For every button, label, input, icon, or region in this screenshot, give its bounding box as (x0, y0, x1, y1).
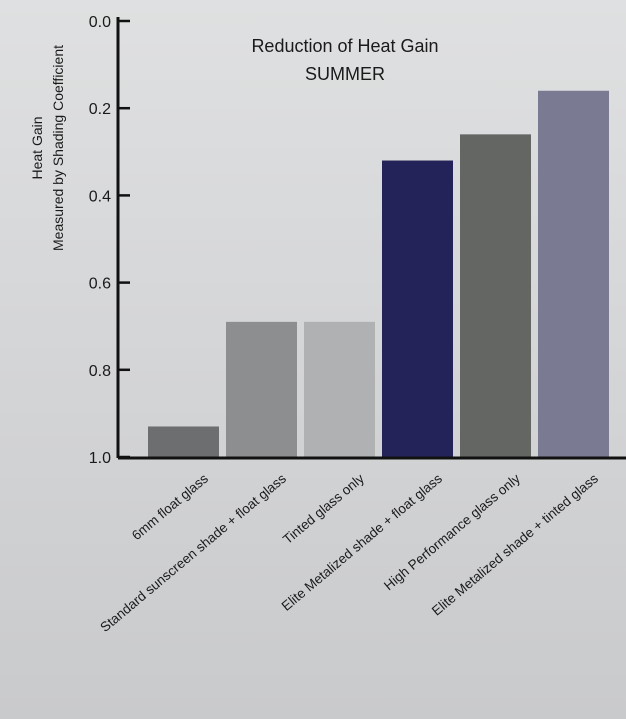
bar (226, 321, 297, 457)
y-tick-label: 0.0 (89, 14, 111, 31)
y-tick-label: 0.4 (89, 188, 111, 205)
chart-subtitle: SUMMER (305, 64, 385, 84)
x-tick-label: Tinted glass only (280, 471, 367, 547)
bar (148, 426, 219, 457)
bar (538, 90, 609, 457)
x-tick-label: Elite Metalized shade + float glass (279, 471, 445, 614)
x-tick-label: 6mm float glass (129, 471, 211, 543)
y-tick-label: 0.6 (89, 276, 111, 293)
y-tick-label: 0.8 (89, 363, 111, 380)
x-tick-label: Elite Metalized shade + tinted glass (429, 471, 601, 619)
chart-title: Reduction of Heat Gain (251, 36, 438, 56)
x-tick-label: High Performance glass only (381, 471, 523, 594)
y-axis-label-line2: Measured by Shading Coefficient (50, 45, 66, 251)
y-axis-label-line1: Heat Gain (29, 116, 45, 179)
y-tick-label: 0.2 (89, 101, 111, 118)
bar (304, 321, 375, 457)
bar (382, 160, 453, 457)
bar (460, 134, 531, 458)
y-tick-label: 1.0 (89, 450, 111, 467)
